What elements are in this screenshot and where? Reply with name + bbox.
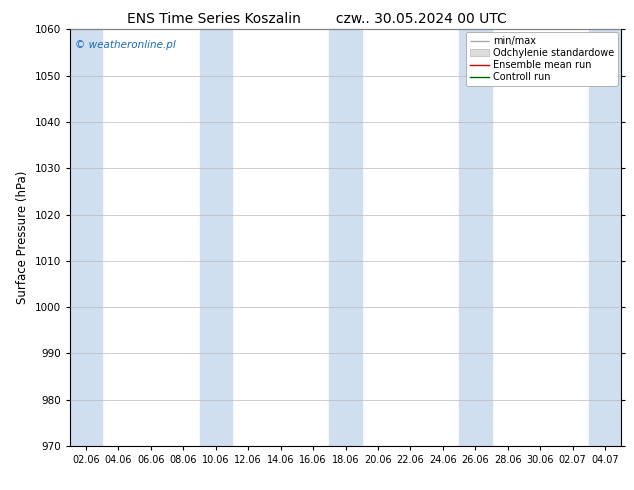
Y-axis label: Surface Pressure (hPa): Surface Pressure (hPa) (16, 171, 29, 304)
Bar (459, 29, 491, 446)
Bar (589, 29, 621, 446)
Bar (200, 29, 232, 446)
Bar (329, 29, 362, 446)
Bar (70, 29, 102, 446)
Text: © weatheronline.pl: © weatheronline.pl (75, 40, 176, 50)
Legend: min/max, Odchylenie standardowe, Ensemble mean run, Controll run: min/max, Odchylenie standardowe, Ensembl… (466, 32, 618, 86)
Text: ENS Time Series Koszalin        czw.. 30.05.2024 00 UTC: ENS Time Series Koszalin czw.. 30.05.202… (127, 12, 507, 26)
